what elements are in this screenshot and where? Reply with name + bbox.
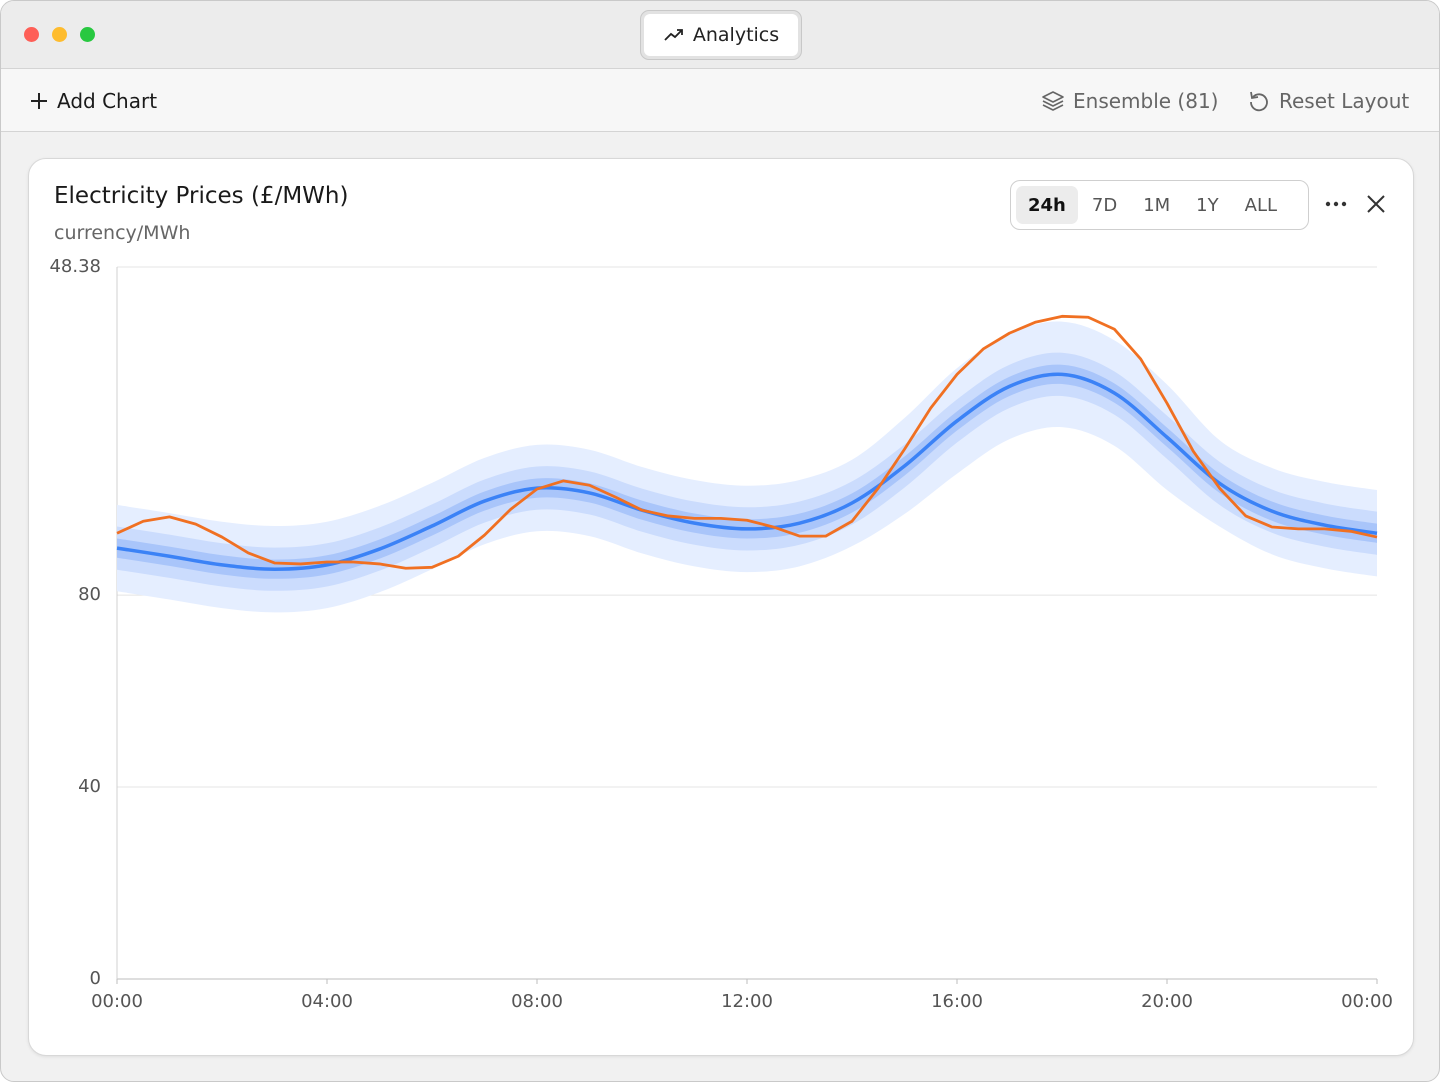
- toolbar: Add Chart Ensemble (81) Reset Layout: [1, 69, 1439, 132]
- range-button[interactable]: 1Y: [1196, 194, 1219, 216]
- trend-icon: [664, 29, 683, 41]
- ensemble-label: Ensemble (81): [1073, 88, 1219, 113]
- reset-layout-button[interactable]: Reset Layout: [1247, 69, 1409, 132]
- add-chart-button[interactable]: Add Chart: [29, 69, 157, 132]
- x-tick-label: 12:00: [721, 991, 773, 1012]
- x-tick-label: 04:00: [301, 991, 353, 1012]
- x-tick-label: 00:00: [1341, 991, 1393, 1012]
- x-tick-label: 16:00: [931, 991, 983, 1012]
- x-tick-label: 00:00: [91, 991, 143, 1012]
- ensemble-mean-line: [116, 372, 1378, 571]
- close-chart-button[interactable]: [1365, 193, 1387, 215]
- minimize-button[interactable]: [52, 27, 67, 42]
- actual-line: [116, 314, 1378, 570]
- range-button[interactable]: ALL: [1244, 194, 1277, 216]
- tab[interactable]: Analytics: [640, 10, 802, 60]
- y-tick-label: 80: [78, 584, 101, 605]
- x-tick-label: 08:00: [511, 991, 563, 1012]
- x-tick-label: 20:00: [1141, 991, 1193, 1012]
- zoom-button[interactable]: [80, 27, 95, 42]
- add-chart-label: Add Chart: [57, 88, 158, 113]
- chart-subtitle: currency/MWh: [54, 222, 191, 244]
- range-button[interactable]: 24h: [1016, 186, 1078, 224]
- title-bar: Analytics: [1, 1, 1439, 69]
- more-button[interactable]: [1323, 193, 1349, 215]
- range-selector: 24h 7D 1M 1Y ALL: [1010, 180, 1309, 230]
- plus-icon: [31, 92, 47, 109]
- chart-title: Electricity Prices (£/MWh): [54, 183, 349, 209]
- reset-layout-label: Reset Layout: [1279, 88, 1410, 113]
- range-button[interactable]: 1M: [1143, 194, 1171, 216]
- y-tick-label: 40: [78, 776, 101, 797]
- y-tick-label: 0: [90, 968, 101, 989]
- layers-icon: [1042, 90, 1064, 111]
- close-button[interactable]: [24, 27, 39, 42]
- reset-icon: [1250, 91, 1268, 111]
- ensemble-button[interactable]: Ensemble (81): [1041, 69, 1219, 132]
- y-max-label: 48.38: [49, 256, 101, 277]
- tab-title: Analytics: [692, 24, 780, 46]
- range-button[interactable]: 7D: [1091, 194, 1118, 216]
